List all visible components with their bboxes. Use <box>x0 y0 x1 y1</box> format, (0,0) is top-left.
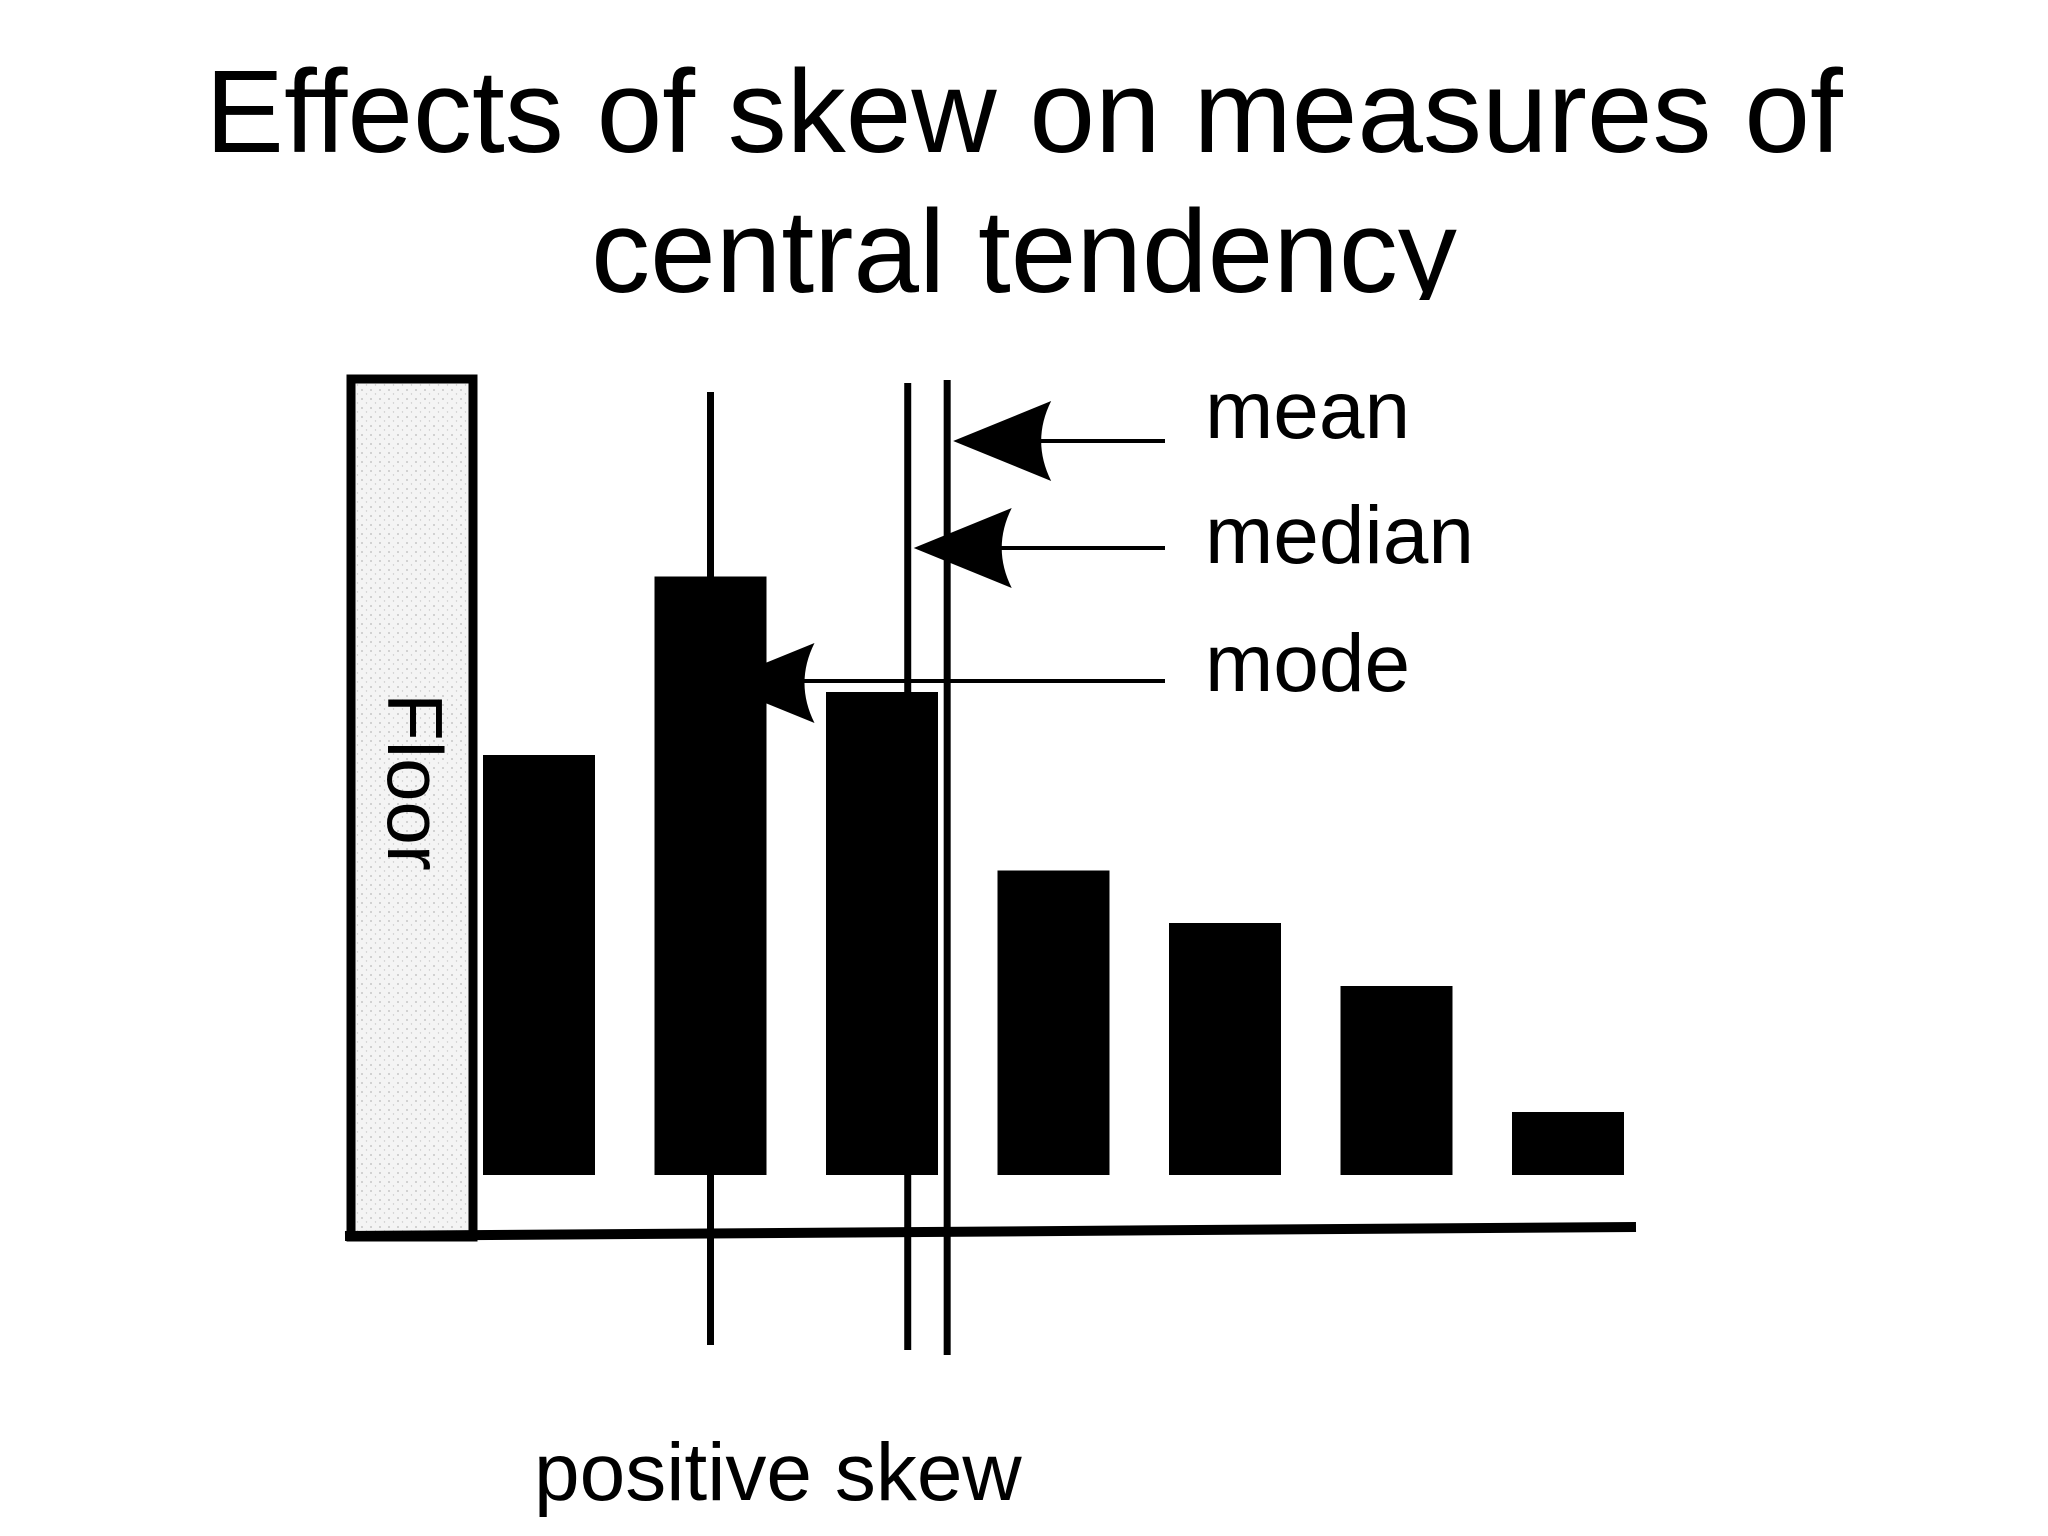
mode-arrowhead <box>716 643 815 723</box>
median-arrowhead <box>913 508 1012 588</box>
mean-arrowhead <box>953 401 1052 481</box>
skew-label: positive skew <box>534 1427 1022 1518</box>
mean-marker: mean <box>943 365 1410 1355</box>
slide-title: Effects of skew on measures of central t… <box>0 42 2048 322</box>
floor-rect <box>346 374 478 1242</box>
floor-label: Floor <box>371 693 459 871</box>
central-tendency-markers: mean median mode <box>707 365 1474 1355</box>
bar-3 <box>826 692 938 1175</box>
mode-marker: mode <box>707 392 1410 1345</box>
bar-7 <box>1512 1112 1624 1175</box>
mean-label: mean <box>1205 365 1410 456</box>
title-line-1: Effects of skew on measures of <box>205 46 1843 178</box>
title-line-2: central tendency <box>591 186 1457 318</box>
median-label: median <box>1205 490 1474 581</box>
x-axis-line <box>344 1222 1637 1241</box>
floor-box: Floor <box>346 374 478 1242</box>
median-marker: median <box>904 383 1474 1350</box>
mode-label: mode <box>1205 618 1410 709</box>
bar-4 <box>997 870 1110 1175</box>
bar-5 <box>1169 923 1281 1175</box>
bar-1 <box>483 755 595 1175</box>
bar-6 <box>1340 986 1453 1175</box>
